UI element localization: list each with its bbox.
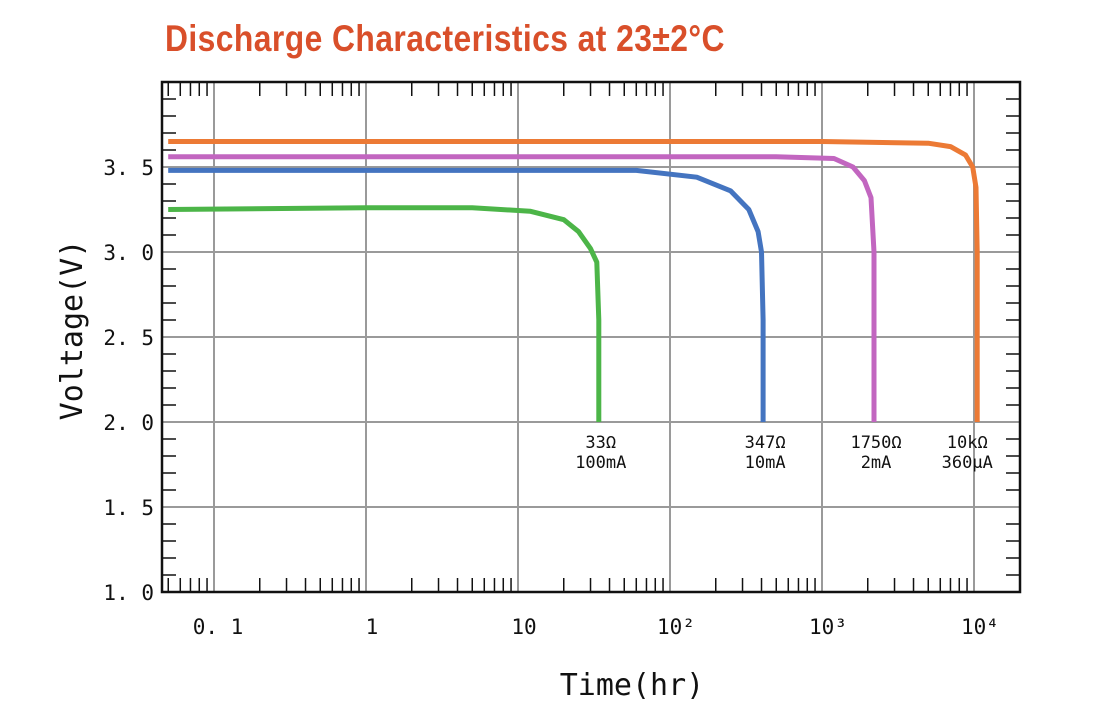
series-layer bbox=[168, 139, 980, 422]
x-tick-label: 10² bbox=[657, 615, 695, 639]
y-tick-label: 2. 0 bbox=[103, 411, 154, 435]
curve-label-4: 10kΩ bbox=[947, 433, 988, 453]
curve-label-2: 347Ω bbox=[745, 433, 786, 453]
plot-frame bbox=[160, 80, 1022, 594]
curve-label-4: 360μA bbox=[942, 453, 993, 473]
x-tick-label: 10 bbox=[511, 615, 536, 639]
y-tick-label: 3. 0 bbox=[103, 241, 154, 265]
tick-label-layer: 0. 1 1 10 10² 10³ 10⁴ 1. 0 1. 5 2. 0 2. 5 3. 0 3. 5 bbox=[103, 156, 999, 639]
series-line-4 bbox=[168, 139, 980, 422]
x-axis-label: Time(hr) bbox=[560, 668, 705, 703]
chart-title: Discharge Characteristics at 23±2°C bbox=[165, 18, 725, 59]
x-tick-label: 1 bbox=[366, 615, 379, 639]
y-tick-label: 1. 5 bbox=[103, 496, 154, 520]
curve-label-1: 100mA bbox=[575, 453, 626, 473]
minor-tick-layer bbox=[162, 82, 1021, 592]
y-tick-label: 3. 5 bbox=[103, 156, 154, 180]
x-tick-label: 10⁴ bbox=[961, 615, 999, 639]
y-axis-label: Voltage(V) bbox=[55, 240, 90, 421]
y-tick-label: 1. 0 bbox=[103, 581, 154, 605]
curve-label-2: 10mA bbox=[745, 453, 786, 473]
curve-label-3: 1750Ω bbox=[850, 433, 901, 453]
y-tick-label: 2. 5 bbox=[103, 326, 154, 350]
series-line-1 bbox=[168, 205, 602, 422]
series-line-3 bbox=[168, 154, 877, 422]
x-tick-label: 10³ bbox=[809, 615, 847, 639]
x-tick-label: 0. 1 bbox=[193, 615, 244, 639]
series-line-2 bbox=[168, 167, 766, 422]
curve-label-3: 2mA bbox=[861, 453, 892, 473]
curve-label-1: 33Ω bbox=[585, 433, 616, 453]
